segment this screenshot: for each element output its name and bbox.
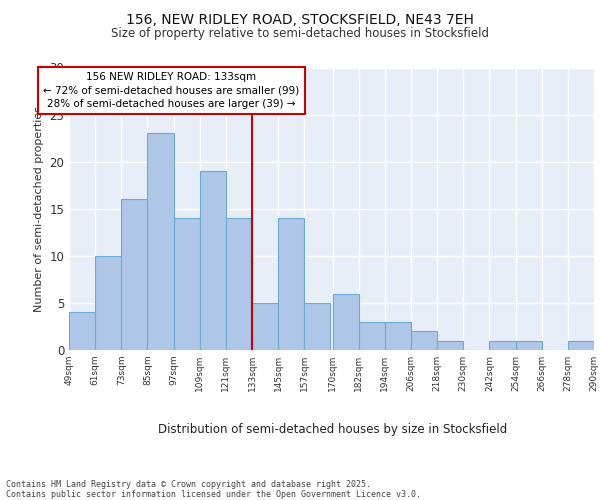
Bar bbox=[385, 322, 411, 350]
Bar bbox=[411, 331, 437, 350]
Text: 156 NEW RIDLEY ROAD: 133sqm
← 72% of semi-detached houses are smaller (99)
28% o: 156 NEW RIDLEY ROAD: 133sqm ← 72% of sem… bbox=[43, 72, 299, 108]
Text: Contains HM Land Registry data © Crown copyright and database right 2025.
Contai: Contains HM Land Registry data © Crown c… bbox=[6, 480, 421, 499]
Bar bbox=[304, 303, 331, 350]
Bar bbox=[121, 200, 148, 350]
Bar bbox=[515, 340, 542, 350]
Y-axis label: Number of semi-detached properties: Number of semi-detached properties bbox=[34, 106, 44, 312]
Bar bbox=[568, 340, 594, 350]
Bar bbox=[148, 134, 173, 350]
Bar bbox=[278, 218, 304, 350]
Bar bbox=[332, 294, 359, 350]
Bar bbox=[200, 171, 226, 350]
Bar bbox=[359, 322, 385, 350]
Text: 156, NEW RIDLEY ROAD, STOCKSFIELD, NE43 7EH: 156, NEW RIDLEY ROAD, STOCKSFIELD, NE43 … bbox=[126, 12, 474, 26]
Bar bbox=[69, 312, 95, 350]
Bar bbox=[252, 303, 278, 350]
Bar bbox=[95, 256, 121, 350]
Text: Distribution of semi-detached houses by size in Stocksfield: Distribution of semi-detached houses by … bbox=[158, 422, 508, 436]
Bar bbox=[226, 218, 252, 350]
Bar bbox=[490, 340, 515, 350]
Text: Size of property relative to semi-detached houses in Stocksfield: Size of property relative to semi-detach… bbox=[111, 28, 489, 40]
Bar bbox=[437, 340, 463, 350]
Bar bbox=[173, 218, 200, 350]
